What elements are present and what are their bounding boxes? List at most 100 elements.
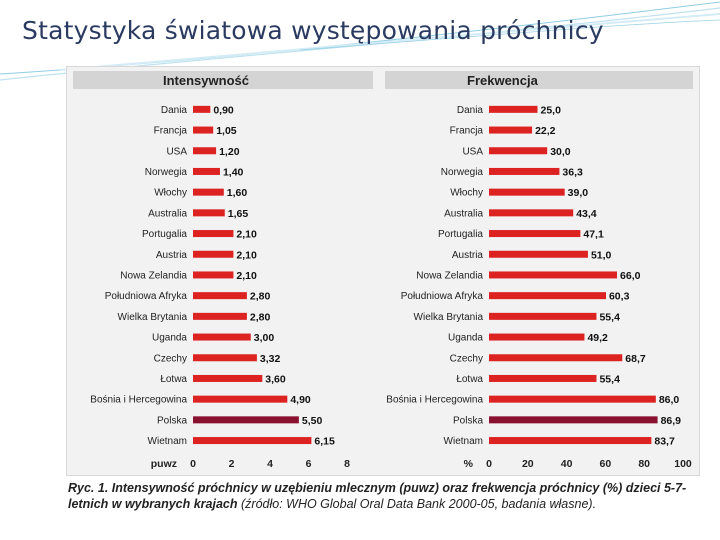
chart1-value-label: 1,40: [223, 166, 244, 178]
caption-source: (źródło: WHO Global Oral Data Bank 2000-…: [241, 497, 597, 511]
chart2-value-label: 47,1: [583, 229, 604, 241]
chart2-category-label: Wietnam: [444, 436, 483, 447]
chart2-category-label: Francja: [450, 126, 484, 137]
chart2-value-label: 36,3: [562, 166, 583, 178]
chart2-bar: [489, 354, 623, 362]
chart1-bar: [193, 271, 234, 279]
chart2-value-label: 86,9: [661, 415, 682, 427]
chart2-value-label: 83,7: [654, 436, 675, 448]
chart2-bar: [489, 230, 581, 238]
chart1-category-label: Francja: [154, 126, 188, 137]
chart2-category-label: USA: [462, 146, 483, 157]
chart1-value-label: 2,80: [250, 311, 271, 323]
chart2-bar: [489, 250, 588, 258]
chart2-category-label: Bośnia i Hercegowina: [386, 395, 483, 406]
chart1-tick-label: 6: [306, 458, 312, 470]
chart2-category-label: Australia: [444, 208, 483, 219]
chart2-tick-label: 60: [600, 458, 612, 470]
chart2-value-label: 86,0: [659, 394, 680, 406]
chart2-bar: [489, 292, 606, 300]
chart2-tick-label: 100: [674, 458, 692, 470]
chart2-bar: [489, 188, 565, 196]
chart2-bar: [489, 437, 652, 445]
chart1-tick-label: 8: [344, 458, 350, 470]
chart1-value-label: 2,10: [236, 270, 257, 282]
figure-caption: Ryc. 1. Intensywność próchnicy w uzębien…: [68, 480, 708, 512]
chart1-bar: [193, 167, 220, 175]
chart1-value-label: 1,20: [219, 146, 240, 158]
chart1-category-label: USA: [166, 146, 187, 157]
chart1-value-label: 3,60: [265, 373, 286, 385]
chart2-category-label: Polska: [453, 415, 483, 426]
chart1-category-label: Portugalia: [142, 229, 187, 240]
chart2-value-label: 22,2: [535, 125, 556, 137]
chart2-tick-label: 40: [561, 458, 573, 470]
chart1-category-label: Łotwa: [160, 374, 187, 385]
chart1-category-label: Włochy: [154, 188, 187, 199]
chart2-tick-label: 0: [486, 458, 492, 470]
chart1-category-label: Dania: [161, 105, 188, 116]
chart1-value-label: 3,00: [254, 332, 275, 344]
chart2-category-label: Łotwa: [456, 374, 483, 385]
chart2-bar: [489, 271, 618, 279]
chart2-tick-label: 80: [638, 458, 650, 470]
chart1-category-label: Norwegia: [145, 167, 188, 178]
chart1-value-label: 4,90: [290, 394, 311, 406]
chart1-value-label: 3,32: [260, 353, 281, 365]
chart1-value-label: 2,10: [236, 229, 257, 241]
chart2-category-label: Portugalia: [438, 229, 483, 240]
chart1-axis-label: puwz: [151, 458, 177, 470]
chart1-value-label: 2,80: [250, 291, 271, 303]
chart2-category-label: Czechy: [450, 353, 483, 364]
chart2-value-label: 66,0: [620, 270, 641, 282]
chart2-title: Frekwencja: [467, 73, 539, 88]
chart2-bar: [489, 167, 560, 175]
chart1-bar: [193, 374, 263, 382]
chart1-bar: [193, 395, 288, 403]
chart1-bar: [193, 292, 247, 300]
chart1-value-label: 1,60: [227, 187, 248, 199]
chart1-category-label: Czechy: [154, 353, 187, 364]
chart1-value-label: 5,50: [302, 415, 323, 427]
chart2-bar: [489, 126, 533, 134]
chart1-category-label: Południowa Afryka: [105, 291, 188, 302]
chart2-value-label: 55,4: [599, 373, 620, 385]
chart2-value-label: 49,2: [587, 332, 608, 344]
chart2-bar: [489, 374, 597, 382]
chart2-category-label: Norwegia: [441, 167, 484, 178]
chart2-value-label: 51,0: [591, 249, 612, 261]
chart2-value-label: 60,3: [609, 291, 630, 303]
chart1-bar: [193, 126, 214, 134]
chart2-bar: [489, 147, 548, 155]
chart2-value-label: 39,0: [568, 187, 589, 199]
chart1-category-label: Austria: [156, 250, 188, 261]
chart1-header-band: [73, 71, 373, 89]
chart1-value-label: 0,90: [213, 104, 234, 116]
chart2-category-label: Dania: [457, 105, 484, 116]
chart1-tick-label: 4: [267, 458, 273, 470]
chart1-tick-label: 2: [229, 458, 235, 470]
slide-title: Statystyka światowa występowania próchni…: [22, 16, 604, 45]
chart2-bar: [489, 312, 597, 320]
chart1-title: Intensywność: [163, 73, 249, 88]
chart2-bar: [489, 395, 656, 403]
chart1-value-label: 6,15: [314, 436, 335, 448]
chart2-category-label: Wielka Brytania: [414, 312, 484, 323]
chart1-value-label: 1,65: [228, 208, 249, 220]
chart1-category-label: Bośnia i Hercegowina: [90, 395, 187, 406]
chart1-bar: [193, 230, 234, 238]
chart1-bar: [193, 147, 217, 155]
chart2-axis-label: %: [464, 458, 474, 470]
chart1-bar: [193, 354, 257, 362]
chart1-category-label: Nowa Zelandia: [120, 270, 187, 281]
bar-charts: Intensywność Dania 0,90 Francja 1,05 USA 1,20 N…: [73, 71, 693, 470]
chart1-bar: [193, 105, 211, 113]
chart1-category-label: Wielka Brytania: [118, 312, 188, 323]
chart1-value-label: 1,05: [216, 125, 237, 137]
caption-main: Ryc. 1. Intensywność próchnicy w uzębien…: [68, 481, 687, 511]
chart2-bar: [489, 209, 574, 217]
chart-figure: Intensywność Dania 0,90 Francja 1,05 USA 1,20 N…: [66, 66, 700, 476]
chart2-bar: [489, 105, 538, 113]
chart1-bar: [193, 209, 225, 217]
chart1-category-label: Uganda: [152, 333, 187, 344]
